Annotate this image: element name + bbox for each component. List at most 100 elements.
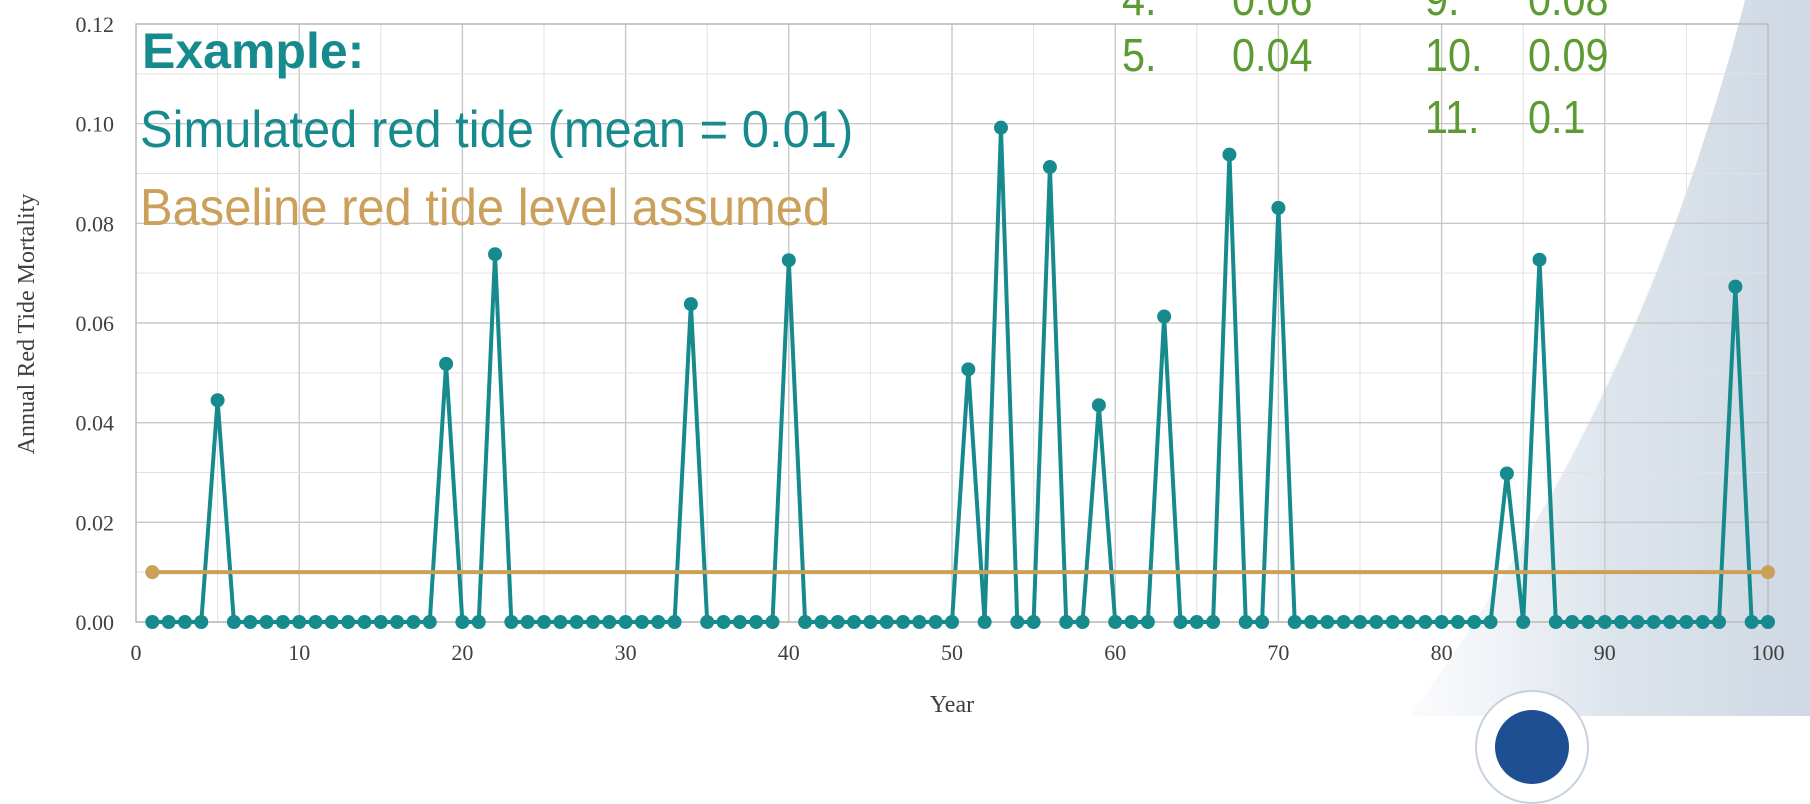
simulated-point (1304, 615, 1319, 629)
simulated-point (1728, 279, 1743, 294)
y-tick-label: 0.00 (76, 610, 115, 635)
x-tick-label: 40 (778, 640, 800, 665)
simulated-point (471, 615, 486, 629)
simulated-point (357, 615, 372, 629)
simulated-point (1353, 615, 1367, 629)
simulated-point (1516, 615, 1531, 629)
simulated-point (879, 615, 894, 629)
simulated-point (308, 615, 323, 629)
simulated-point (226, 615, 241, 629)
x-tick-label: 70 (1267, 640, 1289, 665)
simulated-point (847, 615, 862, 629)
simulated-point (292, 615, 307, 629)
seal-emblem (1495, 710, 1569, 784)
simulated-point (1173, 615, 1188, 629)
red-tide-chart: 0 10 20 30 40 50 60 70 80 90 100 0.000.020.040.060… (14, 12, 1785, 716)
simulated-point (1385, 615, 1400, 629)
simulated-point (1042, 160, 1057, 175)
simulated-point (1255, 615, 1270, 629)
baseline-point (145, 565, 160, 580)
simulated-point (1761, 615, 1775, 629)
simulated-point (275, 615, 290, 629)
x-tick-label: 30 (615, 640, 637, 665)
annotation-value: 0.1 (1528, 91, 1586, 143)
simulated-point (1140, 615, 1155, 629)
y-tick-label: 0.12 (76, 12, 115, 37)
simulated-point (1026, 615, 1041, 629)
simulated-point (896, 615, 911, 629)
simulated-point (765, 615, 780, 629)
y-tick-label: 0.10 (76, 112, 115, 137)
y-tick-labels: 0.00 0.02 0.04 0.06 0.08 0.10 0.12 (76, 12, 115, 635)
simulated-point (651, 615, 666, 629)
simulated-point (1450, 615, 1465, 629)
x-tick-label: 50 (941, 640, 963, 665)
simulated-point (1418, 615, 1433, 629)
annotation-value: 0.04 (1232, 29, 1313, 81)
simulated-point (1206, 615, 1221, 629)
simulated-point (1287, 615, 1302, 629)
simulated-point (1320, 615, 1335, 629)
simulated-line (152, 125, 1768, 624)
annotation-value: 0.08 (1528, 0, 1609, 26)
y-tick-label: 0.06 (76, 311, 115, 336)
chart-series (145, 120, 1775, 629)
x-tick-label: 80 (1431, 640, 1453, 665)
simulated-point (602, 615, 617, 629)
annotation-number: 10. (1425, 29, 1483, 81)
simulated-point (667, 615, 682, 629)
x-axis-title: Year (930, 692, 974, 716)
simulated-point (1091, 398, 1106, 413)
simulated-point (390, 615, 405, 629)
simulated-point (1075, 615, 1090, 629)
simulated-point (1614, 615, 1629, 629)
x-tick-label: 100 (1752, 640, 1785, 665)
noaa-seal (1475, 690, 1589, 804)
simulated-point (683, 297, 698, 312)
simulated-point (1548, 615, 1563, 629)
y-axis-title: Annual Red Tide Mortality (14, 194, 40, 455)
simulated-point (373, 615, 388, 629)
simulated-point (781, 253, 796, 268)
x-tick-label: 10 (288, 640, 310, 665)
simulated-point (993, 120, 1008, 135)
simulated-point (422, 615, 437, 629)
simulated-point (1010, 615, 1025, 629)
simulated-point (700, 615, 715, 629)
simulated-point (1630, 615, 1645, 629)
simulated-point (406, 615, 421, 629)
legend-baseline: Baseline red tide level assumed (140, 179, 831, 237)
simulated-point (1271, 200, 1286, 215)
legend-simulated: Simulated red tide (mean = 0.01) (140, 101, 854, 159)
x-tick-label: 90 (1594, 640, 1616, 665)
x-tick-label: 60 (1104, 640, 1126, 665)
x-tick-label: 0 (131, 640, 142, 665)
simulated-point (1597, 615, 1612, 629)
simulated-point (1679, 615, 1694, 629)
simulated-point (928, 615, 943, 629)
simulated-point (1336, 615, 1351, 629)
simulated-point (488, 247, 503, 262)
annotation-value: 0.06 (1232, 0, 1313, 26)
simulated-point (324, 615, 339, 629)
simulated-point (145, 615, 160, 629)
x-tick-labels: 0 10 20 30 40 50 60 70 80 90 100 (131, 640, 1785, 665)
simulated-point (814, 615, 829, 629)
simulated-point (1238, 615, 1253, 629)
simulated-point (732, 615, 747, 629)
simulated-point (1222, 147, 1237, 162)
simulated-point (1124, 615, 1139, 629)
y-tick-label: 0.04 (76, 411, 115, 436)
simulated-point (912, 615, 927, 629)
simulated-point (455, 615, 470, 629)
simulated-point (553, 615, 568, 629)
simulated-point (585, 615, 600, 629)
simulated-point (161, 615, 176, 629)
simulated-point (210, 393, 225, 408)
baseline-point (1761, 565, 1775, 580)
simulated-point (1059, 615, 1074, 629)
simulated-point (945, 615, 959, 629)
simulated-point (504, 615, 519, 629)
annotation-value: 0.09 (1528, 29, 1609, 81)
simulated-point (1157, 309, 1172, 324)
